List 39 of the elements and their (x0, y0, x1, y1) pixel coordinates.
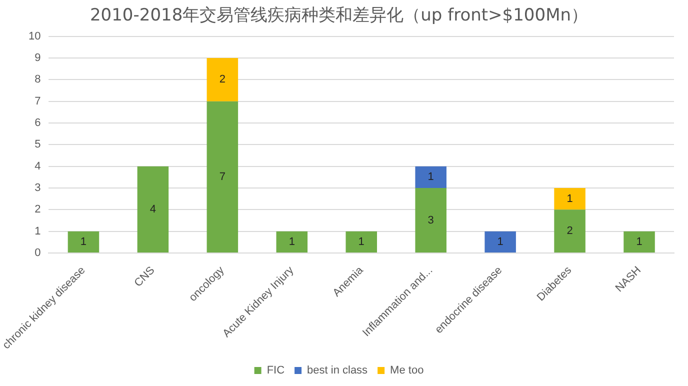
bar (554, 210, 586, 252)
data-label: 2 (566, 225, 573, 238)
y-tick-label: 9 (34, 52, 41, 64)
data-label: 1 (497, 236, 504, 248)
bar (624, 231, 655, 252)
bar (68, 231, 100, 252)
bar (415, 188, 446, 252)
data-label: 1 (428, 171, 434, 184)
y-tick-label: 7 (34, 95, 41, 108)
legend-label: FIC (266, 364, 285, 377)
data-label: 1 (566, 192, 573, 205)
data-label: 1 (288, 236, 295, 248)
bar (206, 101, 238, 252)
y-tick-label: 5 (34, 138, 41, 151)
legend-label: best in class (307, 364, 368, 377)
chart-title: 2010-2018年交易管线疾病种类和差异化（up front>$100Mn） (90, 6, 588, 26)
y-tick-label: 4 (34, 160, 41, 172)
data-label: 1 (358, 236, 364, 248)
data-label: 1 (80, 236, 87, 248)
y-tick-label: 1 (34, 225, 41, 238)
y-tick-label: 0 (34, 247, 41, 260)
bar (554, 188, 586, 210)
bar (206, 58, 238, 102)
data-label: 3 (428, 214, 434, 226)
bar (415, 166, 446, 188)
bar (346, 231, 378, 252)
legend-label: Me too (390, 364, 424, 377)
bar (484, 231, 516, 252)
bar (137, 166, 169, 252)
y-tick-label: 8 (34, 74, 41, 86)
data-label: 1 (636, 236, 642, 248)
y-tick-label: 3 (34, 182, 41, 194)
y-tick-label: 6 (34, 117, 41, 130)
data-label: 4 (150, 203, 156, 216)
y-tick-label: 10 (28, 30, 41, 42)
data-label: 2 (219, 74, 226, 86)
bar (276, 231, 308, 252)
y-tick-label: 2 (34, 204, 41, 216)
data-label: 7 (219, 170, 226, 183)
